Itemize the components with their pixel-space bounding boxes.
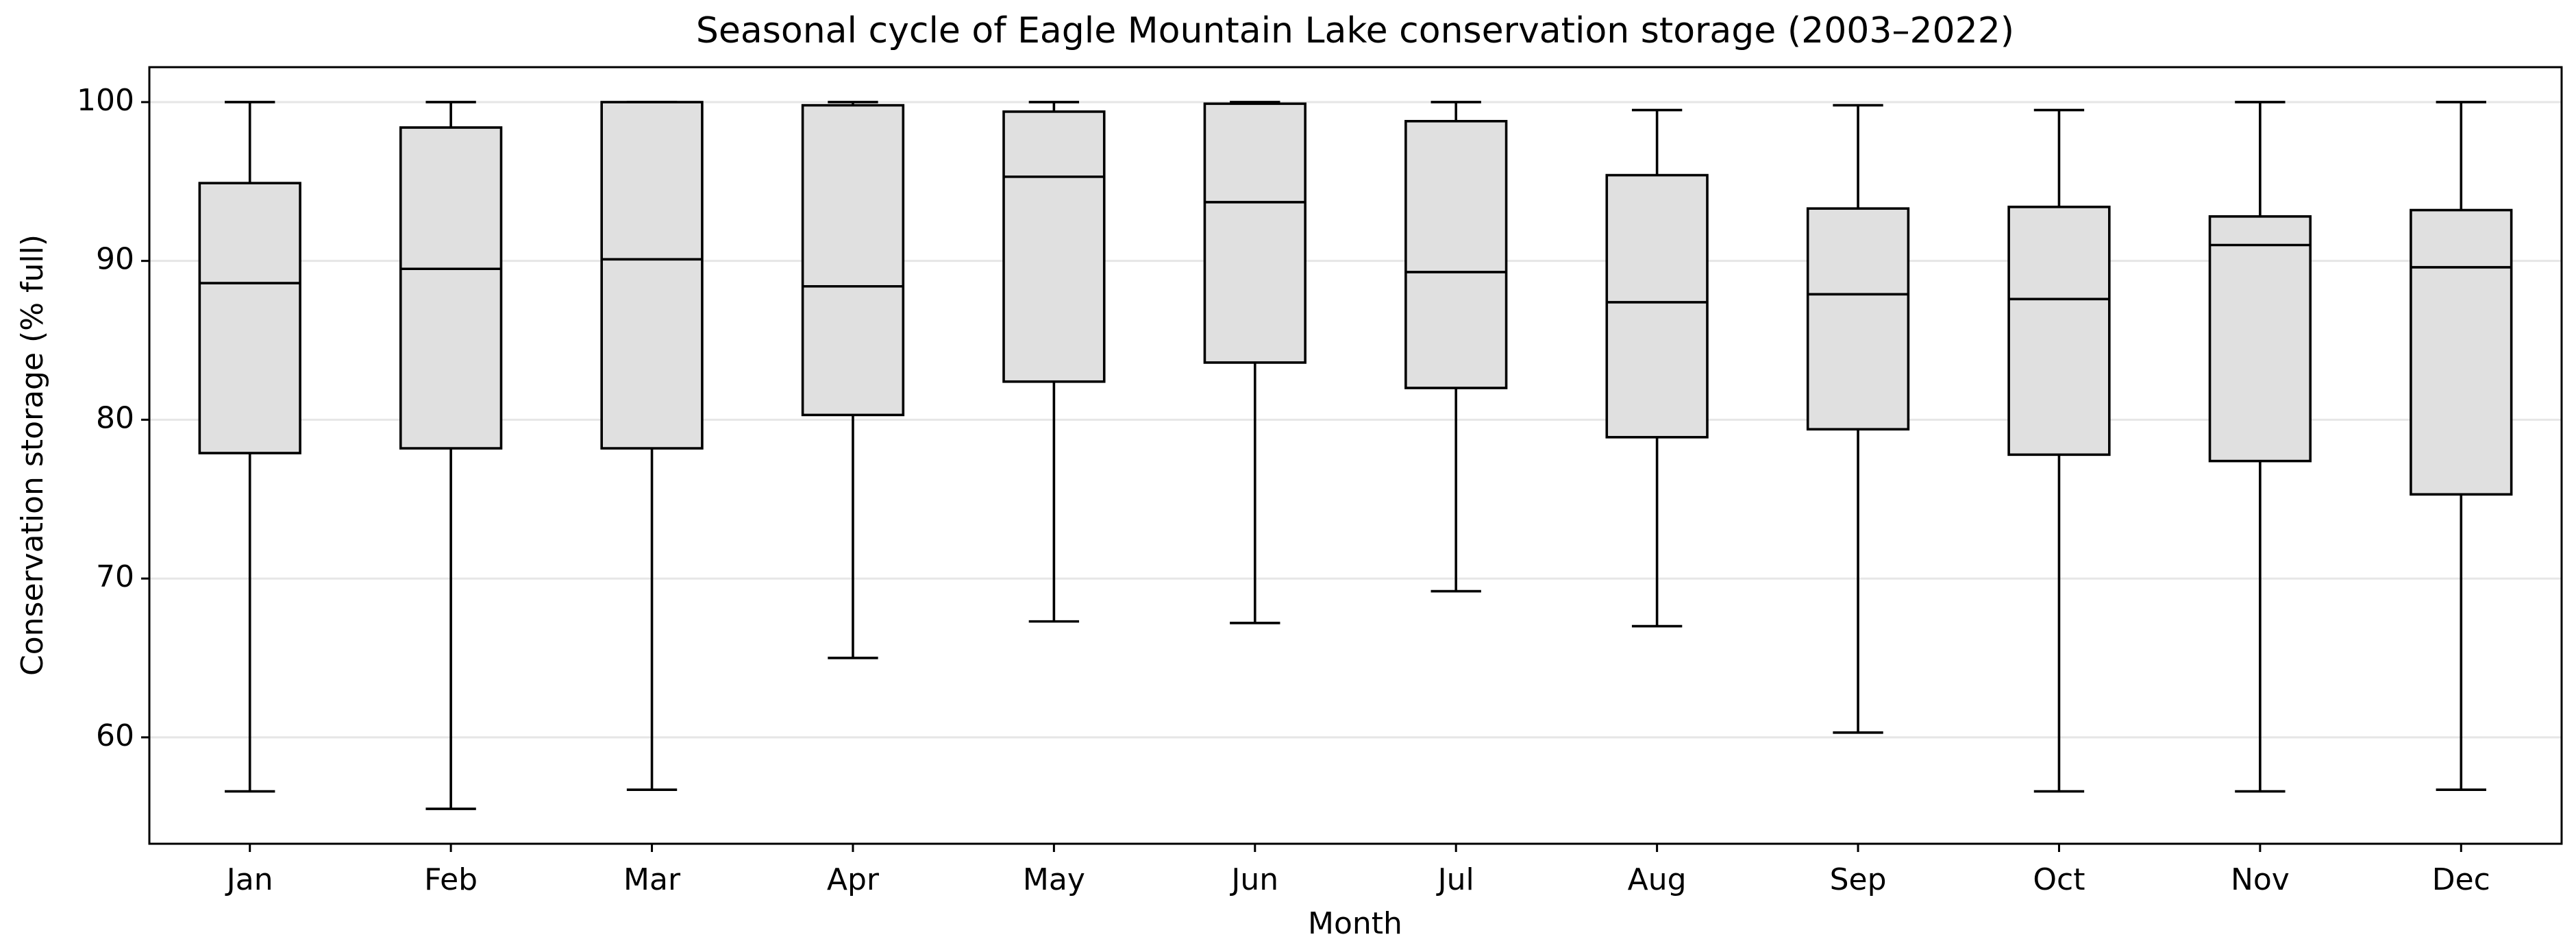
- y-tick-label: 80: [96, 400, 134, 435]
- box: [801, 103, 905, 417]
- y-tick-label: 100: [77, 83, 134, 118]
- x-tick-label: Feb: [424, 862, 478, 897]
- box: [600, 101, 704, 450]
- box: [1605, 173, 1709, 439]
- x-tick-label: Sep: [1830, 862, 1887, 897]
- x-tick-label: Apr: [827, 862, 880, 897]
- x-tick-label: Jun: [1229, 862, 1278, 897]
- x-tick-label: Nov: [2231, 862, 2290, 897]
- box: [198, 182, 301, 454]
- y-tick-label: 90: [96, 242, 134, 277]
- x-tick-label: Dec: [2432, 862, 2490, 897]
- x-tick-label: Aug: [1628, 862, 1687, 897]
- box: [2007, 206, 2111, 456]
- plot-area: 60 70 80 90 100 Jan Feb Mar Apr May Jun Jul Aug Sep Oc…: [77, 83, 2562, 897]
- box: [2410, 208, 2513, 496]
- box: [1404, 119, 1508, 389]
- y-tick-label: 60: [96, 718, 134, 753]
- box: [1002, 110, 1106, 383]
- y-axis-label: Conservation storage (% full): [15, 234, 50, 676]
- x-tick-label: Oct: [2033, 862, 2085, 897]
- axes-frame: [148, 66, 2563, 845]
- x-tick-label: May: [1023, 862, 1085, 897]
- x-tick-label: Mar: [623, 862, 681, 897]
- x-tick-label: Jul: [1436, 862, 1474, 897]
- box: [2208, 215, 2312, 463]
- x-axis-label: Month: [1308, 906, 1402, 941]
- box: [1806, 207, 1910, 431]
- box: [399, 126, 503, 450]
- y-tick-label: 70: [96, 559, 134, 594]
- x-tick-label: Jan: [225, 862, 273, 897]
- chart-title: Seasonal cycle of Eagle Mountain Lake co…: [696, 10, 2014, 51]
- box: [1203, 102, 1306, 364]
